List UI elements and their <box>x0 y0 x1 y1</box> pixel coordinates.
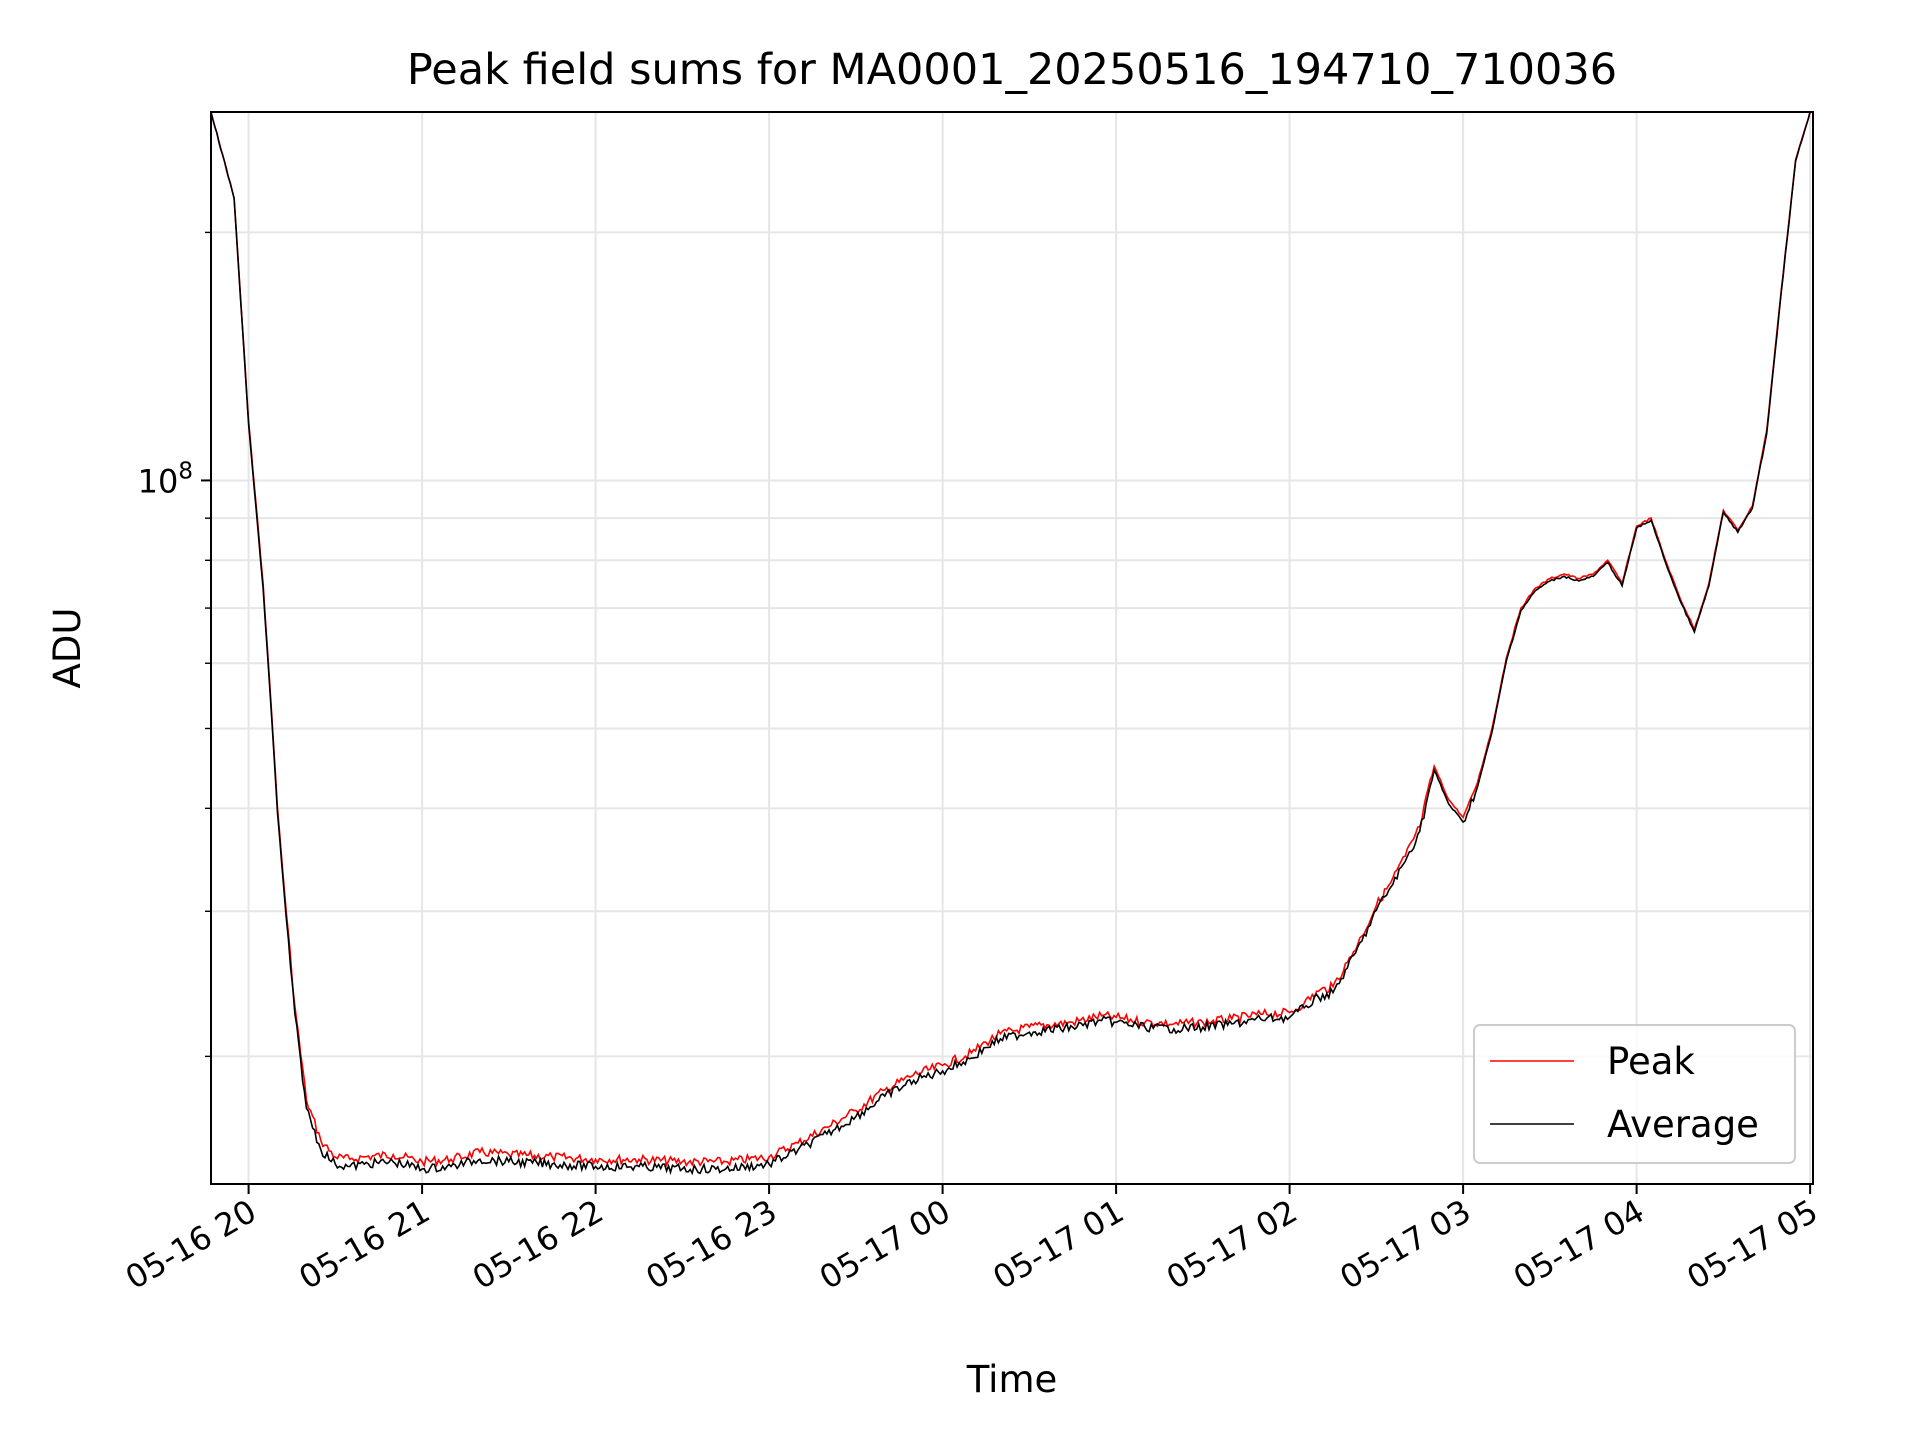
series-line-peak <box>210 111 1811 1168</box>
legend-label-peak: Peak <box>1607 1040 1695 1083</box>
y-tick-label: 108 <box>138 458 193 500</box>
grid-lines <box>211 112 1813 1184</box>
y-axis-ticks: 108 <box>138 231 211 1058</box>
x-axis-label: Time <box>966 1358 1058 1401</box>
chart-title: Peak field sums for MA0001_20250516_1947… <box>407 45 1617 95</box>
plot-area-frame <box>210 111 1814 1185</box>
legend: Peak Average <box>1473 1024 1796 1164</box>
series-line-average <box>210 111 1811 1176</box>
legend-label-average: Average <box>1607 1103 1759 1146</box>
y-tick-label-exponent: 8 <box>178 458 193 484</box>
y-axis-label: ADU <box>46 608 89 689</box>
series-lines <box>210 111 1811 1176</box>
legend-box <box>1473 1024 1796 1164</box>
y-tick-label-base: 10 <box>138 462 179 500</box>
